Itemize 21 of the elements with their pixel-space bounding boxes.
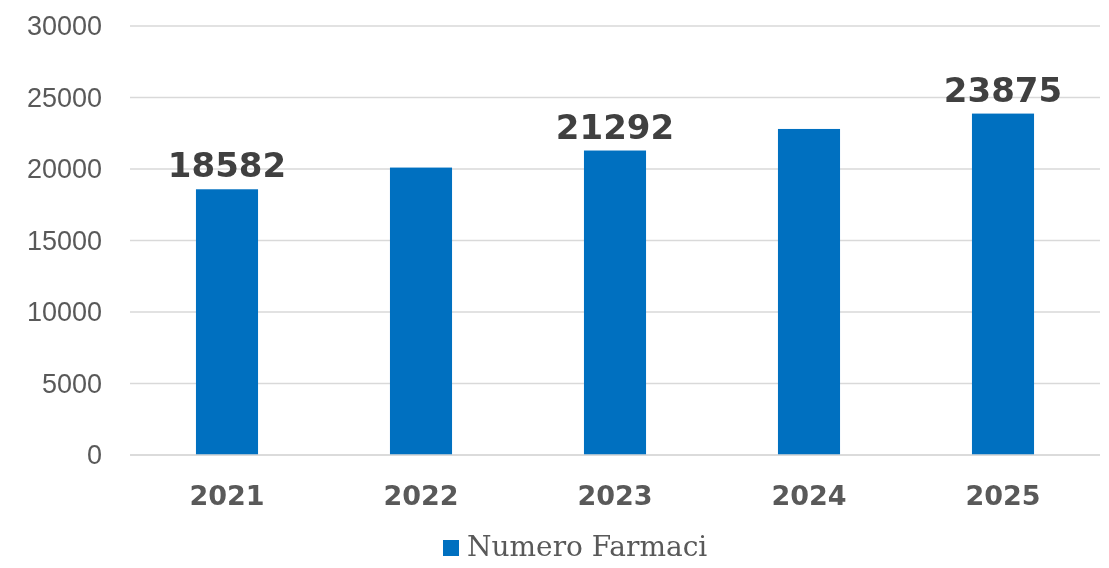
data-label: 18582	[167, 145, 287, 186]
x-tick-label: 2023	[577, 480, 653, 511]
data-label: 23875	[943, 69, 1063, 110]
x-tick-label: 2021	[189, 480, 265, 511]
y-tick-label: 20000	[26, 154, 102, 185]
data-label: 21292	[555, 106, 675, 147]
x-tick-label: 2024	[771, 480, 847, 511]
bar	[777, 128, 841, 455]
bar	[583, 150, 647, 455]
y-tick-label: 0	[86, 440, 102, 471]
x-tick-label: 2025	[965, 480, 1041, 511]
bar	[389, 167, 453, 455]
y-tick-label: 25000	[26, 82, 102, 113]
legend-label: Numero Farmaci	[467, 530, 708, 563]
bar	[971, 113, 1035, 455]
y-tick-label: 5000	[41, 368, 102, 399]
y-tick-label: 10000	[26, 297, 102, 328]
y-tick-label: 30000	[26, 11, 102, 42]
bar	[195, 189, 259, 455]
x-tick-label: 2022	[383, 480, 459, 511]
y-tick-label: 15000	[26, 225, 102, 256]
